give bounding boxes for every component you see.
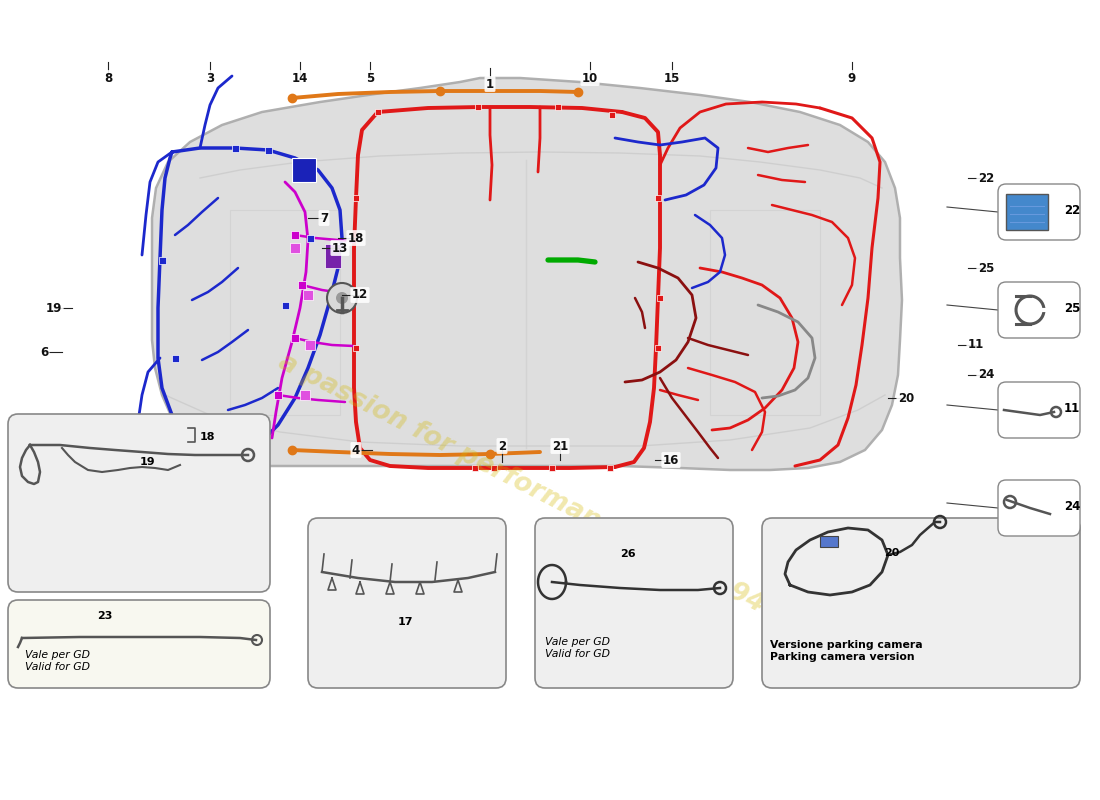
Bar [475, 104, 481, 110]
Text: 10: 10 [582, 71, 598, 85]
Text: 2: 2 [498, 439, 506, 453]
Text: 20: 20 [898, 391, 914, 405]
Text: 16: 16 [663, 454, 679, 466]
Bar [353, 345, 359, 351]
Text: Parking camera version: Parking camera version [770, 652, 914, 662]
Text: Vale per GD: Vale per GD [544, 637, 610, 647]
Bar [375, 109, 381, 115]
Bar [158, 257, 165, 263]
Text: 19: 19 [46, 302, 63, 314]
Text: 22: 22 [1064, 203, 1080, 217]
Bar [302, 290, 313, 300]
Bar [549, 465, 556, 471]
Bar [324, 244, 341, 268]
Bar [305, 340, 315, 350]
Bar [654, 195, 661, 201]
Bar [290, 243, 300, 253]
Bar [292, 231, 299, 239]
Bar [1006, 194, 1048, 230]
FancyBboxPatch shape [998, 480, 1080, 536]
Text: 17: 17 [387, 519, 403, 533]
Text: 14: 14 [292, 71, 308, 85]
Bar [297, 166, 304, 174]
Bar [172, 354, 178, 362]
Bar [282, 302, 288, 309]
Text: 17: 17 [397, 617, 412, 627]
Text: 7: 7 [320, 211, 328, 225]
Text: 18: 18 [348, 231, 364, 245]
Text: 20: 20 [884, 548, 900, 558]
FancyBboxPatch shape [8, 414, 270, 592]
Text: 8: 8 [103, 71, 112, 85]
Bar [274, 391, 282, 399]
Text: 23: 23 [97, 611, 112, 621]
FancyBboxPatch shape [998, 382, 1080, 438]
Bar [264, 146, 272, 154]
Bar [657, 295, 663, 301]
Polygon shape [152, 78, 902, 470]
Text: 1: 1 [486, 78, 494, 90]
Bar [231, 145, 239, 151]
Circle shape [336, 292, 348, 304]
Bar [292, 334, 299, 342]
Circle shape [327, 283, 358, 313]
Text: 24: 24 [1064, 499, 1080, 513]
Bar [607, 465, 613, 471]
Text: 24: 24 [978, 369, 994, 382]
Text: 23: 23 [97, 545, 113, 558]
Text: 26: 26 [620, 549, 636, 559]
Text: Vale per GD: Vale per GD [25, 650, 90, 660]
FancyBboxPatch shape [8, 600, 270, 688]
Text: Valid for GD: Valid for GD [544, 649, 610, 659]
Bar [239, 417, 245, 423]
Bar [292, 158, 316, 182]
Text: Versione parking camera: Versione parking camera [770, 640, 923, 650]
Text: 13: 13 [332, 242, 348, 254]
FancyBboxPatch shape [308, 518, 506, 688]
Text: 25: 25 [1064, 302, 1080, 314]
Bar [556, 104, 561, 110]
Bar [820, 536, 838, 547]
Text: Valid for GD: Valid for GD [25, 662, 90, 672]
Bar [353, 195, 359, 201]
Text: 21: 21 [552, 439, 568, 453]
Text: 6: 6 [40, 346, 48, 358]
Bar [162, 434, 168, 442]
Text: 15: 15 [663, 71, 680, 85]
Bar [609, 112, 615, 118]
Text: 18: 18 [200, 432, 216, 442]
Bar [491, 465, 497, 471]
Bar [654, 345, 661, 351]
Text: 4: 4 [352, 443, 360, 457]
Text: 19: 19 [140, 457, 155, 467]
Text: a passion for performance since 1947: a passion for performance since 1947 [274, 350, 785, 626]
FancyBboxPatch shape [535, 518, 733, 688]
Bar [307, 234, 314, 242]
Text: 11: 11 [968, 338, 984, 351]
Bar [472, 465, 478, 471]
Text: 22: 22 [978, 171, 994, 185]
Text: 11: 11 [1064, 402, 1080, 414]
Text: 9: 9 [848, 71, 856, 85]
Text: 25: 25 [978, 262, 994, 274]
Text: 26: 26 [640, 531, 657, 545]
Text: 12: 12 [352, 289, 368, 302]
FancyBboxPatch shape [762, 518, 1080, 688]
FancyBboxPatch shape [998, 282, 1080, 338]
Text: 3: 3 [206, 71, 214, 85]
Bar [300, 390, 310, 400]
Text: 5: 5 [366, 71, 374, 85]
FancyBboxPatch shape [998, 184, 1080, 240]
Bar [298, 281, 306, 289]
